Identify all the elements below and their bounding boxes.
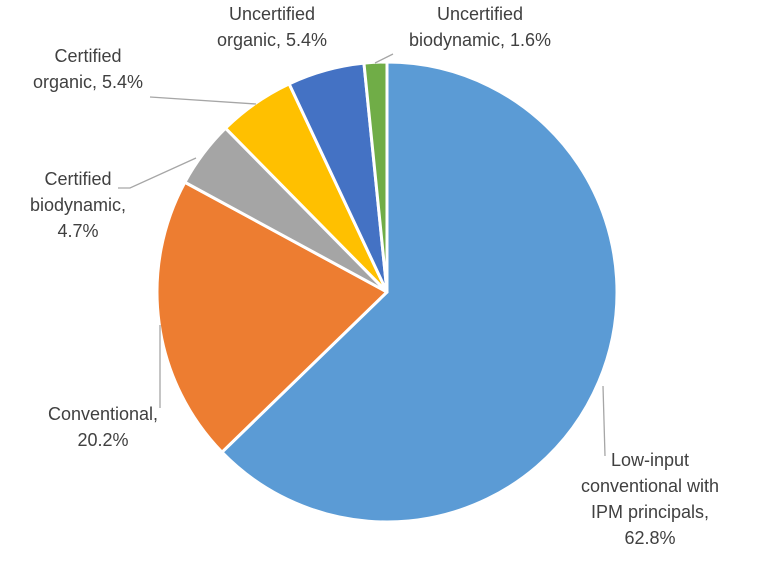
slice-label-line: IPM principals,	[591, 502, 709, 522]
leader-line	[602, 385, 606, 457]
slice-label: Conventional, 20.2%	[48, 404, 158, 450]
slice-label-line: organic, 5.4%	[33, 72, 143, 92]
pie-slice-conventional	[155, 180, 389, 454]
slice-labels: Low-input conventional with IPM principals…	[30, 4, 719, 548]
slice-label: Certified biodynamic, 4.7%	[30, 169, 126, 241]
slice-label-line: conventional with	[581, 476, 719, 496]
leader-line	[118, 157, 197, 189]
slice-label-line: Conventional,	[48, 404, 158, 424]
leader-line	[149, 96, 257, 105]
pie-slice-low-input-conventional-with-ipm-principals	[220, 60, 619, 524]
slice-label-line: 62.8%	[624, 528, 675, 548]
slice-label-line: Certified	[54, 46, 121, 66]
slice-label-line: Certified	[44, 169, 111, 189]
slice-label: Low-input conventional with IPM principals…	[581, 450, 719, 548]
slice-label-line: 20.2%	[77, 430, 128, 450]
slice-label-line: Uncertified	[229, 4, 315, 24]
slice-label-line: organic, 5.4%	[217, 30, 327, 50]
slice-label-line: biodynamic,	[30, 195, 126, 215]
slice-label-line: 4.7%	[57, 221, 98, 241]
slice-label-line: biodynamic, 1.6%	[409, 30, 551, 50]
slice-label-line: Uncertified	[437, 4, 523, 24]
slice-label: Certified organic, 5.4%	[33, 46, 143, 92]
slice-label: Uncertified biodynamic, 1.6%	[409, 4, 551, 50]
leader-lines	[118, 53, 606, 457]
slice-label: Uncertified organic, 5.4%	[217, 4, 327, 50]
pie-slices	[155, 60, 619, 524]
slice-label-line: Low-input	[611, 450, 689, 470]
leader-line	[374, 53, 394, 64]
